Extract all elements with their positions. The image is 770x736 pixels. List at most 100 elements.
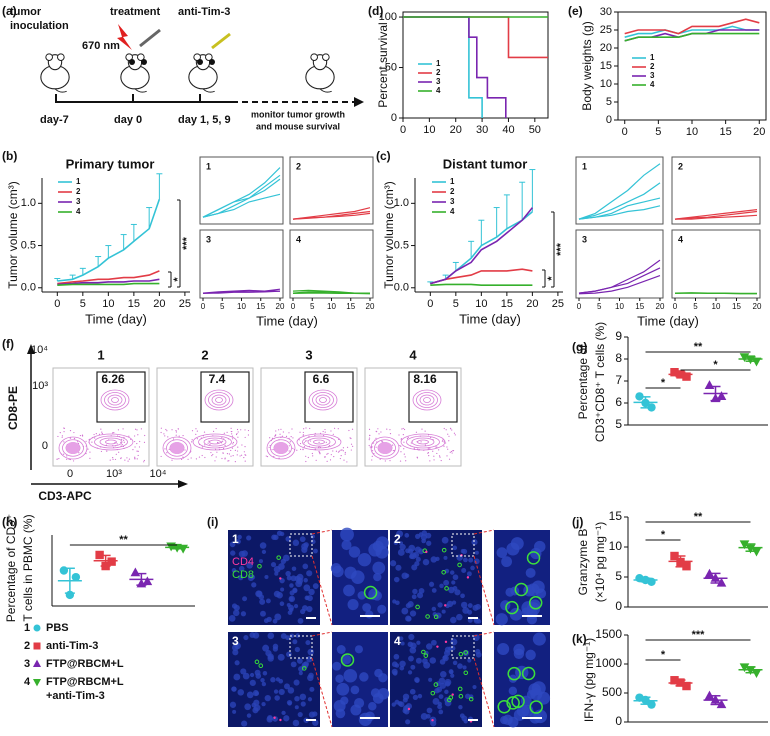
data-point [670, 676, 679, 685]
event-dot [91, 441, 93, 443]
cd4-cell [425, 550, 428, 554]
x-tick-label: 10 [686, 126, 698, 138]
cd4-cell [431, 719, 434, 722]
nucleus [298, 671, 303, 676]
x-tick-label: 0 [577, 302, 582, 311]
nucleus [305, 595, 310, 600]
contour [62, 439, 84, 457]
zoom-connector [311, 555, 333, 626]
event-dot [318, 441, 320, 443]
contour [266, 436, 296, 460]
event-dot [143, 461, 145, 463]
event-dot [134, 458, 136, 460]
event-dot [121, 444, 123, 446]
event-dot [438, 449, 440, 451]
event-dot [112, 458, 114, 460]
nucleus [451, 580, 456, 585]
nucleus [392, 599, 397, 604]
legend-number: 2 [24, 640, 30, 652]
event-dot [318, 446, 320, 448]
nucleus [372, 561, 386, 575]
event-dot [333, 455, 335, 458]
nucleus [441, 536, 449, 544]
nucleus [443, 579, 450, 586]
nucleus [229, 541, 236, 548]
event-dot [303, 446, 306, 448]
nucleus [253, 699, 260, 706]
nucleus [240, 668, 247, 675]
nucleus [251, 582, 257, 588]
series-line [675, 214, 758, 220]
event-dot [346, 446, 349, 448]
nucleus [272, 643, 279, 650]
event-dot [114, 441, 116, 444]
event-dot [175, 431, 178, 433]
significance: ** [694, 511, 703, 523]
event-dot [372, 442, 375, 444]
x-tick-label: 25 [179, 298, 191, 310]
event-dot [177, 428, 179, 430]
data-point [670, 368, 679, 377]
nucleus [441, 609, 446, 614]
event-dot [381, 441, 383, 443]
contour [296, 433, 342, 451]
contour [198, 435, 232, 449]
nucleus [267, 632, 275, 640]
nucleus [308, 588, 315, 596]
contour [370, 436, 400, 460]
contour [406, 435, 440, 449]
nucleus [462, 607, 470, 614]
panel-label: (b) [2, 149, 17, 163]
nucleus [261, 681, 267, 687]
event-dot [285, 435, 288, 437]
event-dot [56, 458, 58, 460]
nucleus [430, 556, 437, 563]
legend-number: 4 [24, 676, 31, 688]
nucleus [420, 712, 428, 720]
nucleus [443, 555, 448, 560]
y-tick-label: 1.0 [394, 197, 409, 209]
x-tick-label: 10 [102, 298, 114, 310]
nucleus [307, 697, 313, 702]
contour [204, 389, 234, 411]
event-dot [280, 428, 282, 430]
event-dot [415, 431, 418, 433]
event-dot [214, 460, 216, 462]
event-dot [61, 436, 63, 438]
nucleus [264, 574, 269, 580]
nucleus [285, 536, 291, 542]
event-dot [58, 458, 60, 460]
panel-frame [575, 156, 664, 225]
nucleus [413, 551, 420, 558]
nucleus [394, 663, 400, 668]
event-dot [240, 429, 242, 431]
data-point [739, 540, 750, 550]
event-dot [164, 435, 166, 437]
series-line [403, 16, 507, 118]
event-dot [439, 456, 441, 458]
nucleus [336, 645, 346, 654]
nucleus [265, 598, 271, 604]
nucleus [409, 553, 415, 559]
event-dot [137, 450, 139, 453]
nucleus [452, 574, 459, 581]
panel-title: 4 [409, 347, 417, 362]
nucleus [411, 594, 417, 600]
event-dot [226, 453, 229, 455]
x-tick-label: 15 [501, 298, 513, 310]
event-dot [164, 448, 166, 450]
event-dot [384, 460, 386, 462]
event-dot [303, 428, 305, 430]
nucleus [347, 599, 359, 611]
nucleus [415, 556, 421, 562]
nucleus [428, 677, 433, 682]
panel-title: 1 [97, 347, 104, 362]
nucleus [467, 658, 472, 663]
y-axis-label: (×10⁴ pg mg⁻¹) [593, 522, 607, 603]
nucleus [305, 640, 311, 646]
event-dot [165, 428, 167, 431]
event-dot [94, 437, 96, 439]
nucleus [475, 603, 481, 610]
nucleus [372, 590, 382, 601]
contour [315, 394, 331, 406]
